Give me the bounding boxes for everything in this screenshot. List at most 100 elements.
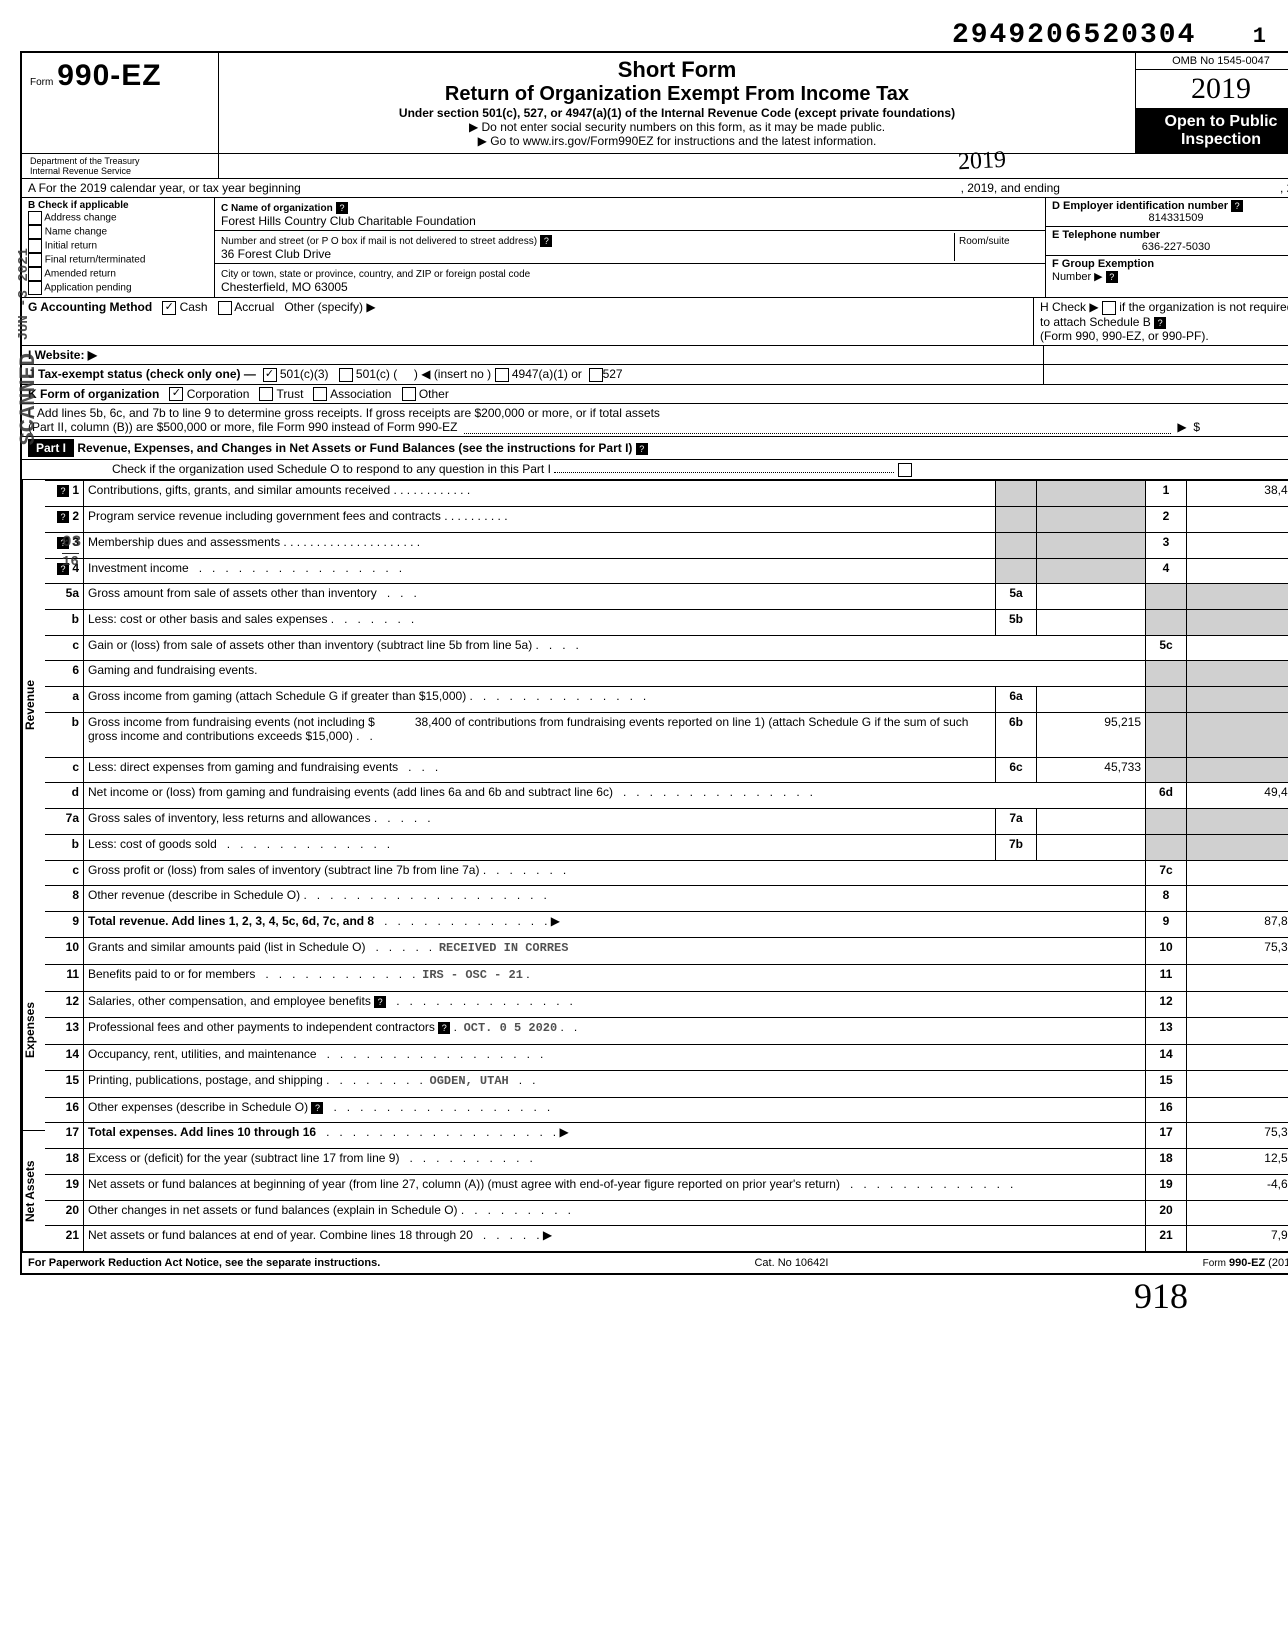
line-9-text: Total revenue. Add lines 1, 2, 3, 4, 5c,…: [88, 914, 374, 928]
part1-title: Revenue, Expenses, and Changes in Net As…: [77, 441, 632, 455]
footer-pra: For Paperwork Reduction Act Notice, see …: [28, 1257, 380, 1269]
check-name[interactable]: Name change: [28, 225, 208, 239]
stamp-irs: IRS - OSC - 21: [422, 968, 523, 982]
check-schedule-b[interactable]: [1102, 301, 1116, 315]
goto-link: ▶ Go to www.irs.gov/Form990EZ for instru…: [229, 134, 1125, 148]
check-cash[interactable]: ✓: [162, 301, 176, 315]
line-6-text: Gaming and fundraising events.: [88, 663, 257, 677]
dept-treasury: Department of the Treasury Internal Reve…: [22, 154, 219, 178]
check-amended[interactable]: Amended return: [28, 267, 208, 281]
line-4-text: Investment income: [88, 561, 189, 575]
line-16-text: Other expenses (describe in Schedule O): [88, 1100, 308, 1114]
line-21-text: Net assets or fund balances at end of ye…: [88, 1228, 473, 1242]
f-label: F Group Exemption: [1052, 258, 1154, 270]
i-label: I Website: ▶: [28, 348, 97, 362]
line-15-text: Printing, publications, postage, and shi…: [88, 1073, 323, 1087]
street-label: Number and street (or P O box if mail is…: [221, 236, 537, 247]
check-pending[interactable]: Application pending: [28, 281, 208, 295]
check-initial[interactable]: Initial return: [28, 239, 208, 253]
bottom-code: 5099096: [0, 1193, 6, 1269]
line-20-text: Other changes in net assets or fund bala…: [88, 1203, 458, 1217]
line-7c-text: Gross profit or (loss) from sales of inv…: [88, 863, 479, 877]
stamp-oct: OCT. 0 5 2020: [464, 1021, 558, 1035]
line-5b-text: Less: cost or other basis and sales expe…: [88, 612, 327, 626]
line-3-text: Membership dues and assessments: [88, 535, 280, 549]
footer-cat: Cat. No 10642I: [754, 1257, 828, 1269]
line-a-begin: A For the 2019 calendar year, or tax yea…: [28, 181, 301, 195]
form-prefix: Form: [30, 77, 53, 88]
line-6b-amt: 95,215: [1037, 712, 1146, 757]
line-5a-text: Gross amount from sale of assets other t…: [88, 586, 377, 600]
d-label: D Employer identification number: [1052, 200, 1228, 212]
stamp-received: RECEIVED IN CORRES: [439, 941, 569, 955]
doc-seq: 1: [1253, 24, 1268, 49]
check-corp[interactable]: ✓: [169, 387, 183, 401]
check-4947[interactable]: [495, 368, 509, 382]
line-6d-amt: 49,482: [1187, 783, 1288, 809]
line-6a-text: Gross income from gaming (attach Schedul…: [88, 689, 466, 703]
line-2-text: Program service revenue including govern…: [88, 509, 441, 523]
line-18-amt: 12,582: [1187, 1149, 1288, 1175]
f-label2: Number ▶: [1052, 271, 1103, 283]
line-9-amt: 87,882: [1187, 912, 1288, 938]
street-address: 36 Forest Club Drive: [221, 247, 331, 261]
open-to-public: Open to Public Inspection: [1136, 109, 1288, 153]
line-6c-text: Less: direct expenses from gaming and fu…: [88, 760, 398, 774]
handwritten-year: 2019: [957, 147, 1006, 176]
check-schedule-o[interactable]: [898, 463, 912, 477]
l-text2: (Part II, column (B)) are $500,000 or mo…: [28, 420, 458, 434]
room-label: Room/suite: [959, 236, 1010, 247]
h-text3: (Form 990, 990-EZ, or 990-PF).: [1040, 329, 1209, 343]
j-label: J Tax-exempt status (check only one) —: [28, 367, 256, 381]
city-value: Chesterfield, MO 63005: [221, 280, 348, 294]
line-1-amt: 38,400: [1187, 481, 1288, 507]
line-21-amt: 7,919: [1187, 1226, 1288, 1252]
line-a-mid: , 2019, and ending: [961, 181, 1060, 195]
line-19-amt: -4,663: [1187, 1174, 1288, 1200]
city-label: City or town, state or province, country…: [221, 269, 530, 280]
omb-number: OMB No 1545-0047: [1136, 53, 1288, 70]
line-6b-contrib: 38,400: [415, 715, 452, 729]
line-7b-text: Less: cost of goods sold: [88, 837, 217, 851]
line-19-text: Net assets or fund balances at beginning…: [88, 1177, 840, 1191]
g-other: Other (specify) ▶: [284, 300, 375, 314]
doc-id: 2949206520304: [952, 20, 1196, 51]
l-text1: L Add lines 5b, 6c, and 7b to line 9 to …: [28, 406, 1288, 420]
g-label: G Accounting Method: [28, 300, 152, 314]
check-527[interactable]: [589, 368, 603, 382]
part1-bar: Part I: [28, 439, 74, 457]
footer-form: Form 990-EZ (2019): [1203, 1257, 1288, 1269]
part1-check-text: Check if the organization used Schedule …: [112, 462, 551, 476]
side-netassets: Net Assets: [22, 1131, 45, 1252]
signature: 918: [20, 1275, 1288, 1317]
check-address[interactable]: Address change: [28, 211, 208, 225]
side-expenses: Expenses: [22, 930, 45, 1131]
ein: 814331509: [1052, 212, 1288, 224]
tax-year: 20201919: [1136, 70, 1288, 109]
line-10-amt: 75,300: [1187, 937, 1288, 964]
line-6d-text: Net income or (loss) from gaming and fun…: [88, 785, 613, 799]
check-trust[interactable]: [259, 387, 273, 401]
check-accrual[interactable]: [218, 301, 232, 315]
line-6c-amt: 45,733: [1037, 757, 1146, 783]
line-5c-text: Gain or (loss) from sale of assets other…: [88, 638, 532, 652]
date-stamp-2: 12 FEB 03 2021: [0, 733, 4, 867]
line-a-end: , 20: [1280, 181, 1288, 195]
line-11-text: Benefits paid to or for members: [88, 967, 255, 981]
l-arrow: ▶: [1177, 420, 1186, 434]
c-label: C Name of organization: [221, 203, 333, 214]
line-8-text: Other revenue (describe in Schedule O): [88, 888, 300, 902]
org-name: Forest Hills Country Club Charitable Fou…: [221, 214, 476, 228]
check-final[interactable]: Final return/terminated: [28, 253, 208, 267]
side-revenue: Revenue: [22, 480, 45, 930]
check-assoc[interactable]: [313, 387, 327, 401]
line-17-text: Total expenses. Add lines 10 through 16: [88, 1125, 316, 1139]
check-501c[interactable]: [339, 368, 353, 382]
check-501c3[interactable]: ✓: [263, 368, 277, 382]
line-18-text: Excess or (deficit) for the year (subtra…: [88, 1151, 399, 1165]
line-14-text: Occupancy, rent, utilities, and maintena…: [88, 1047, 317, 1061]
line-17-amt: 75,300: [1187, 1123, 1288, 1149]
l-dollar: $: [1193, 420, 1200, 434]
line-12-text: Salaries, other compensation, and employ…: [88, 994, 371, 1008]
check-other[interactable]: [402, 387, 416, 401]
